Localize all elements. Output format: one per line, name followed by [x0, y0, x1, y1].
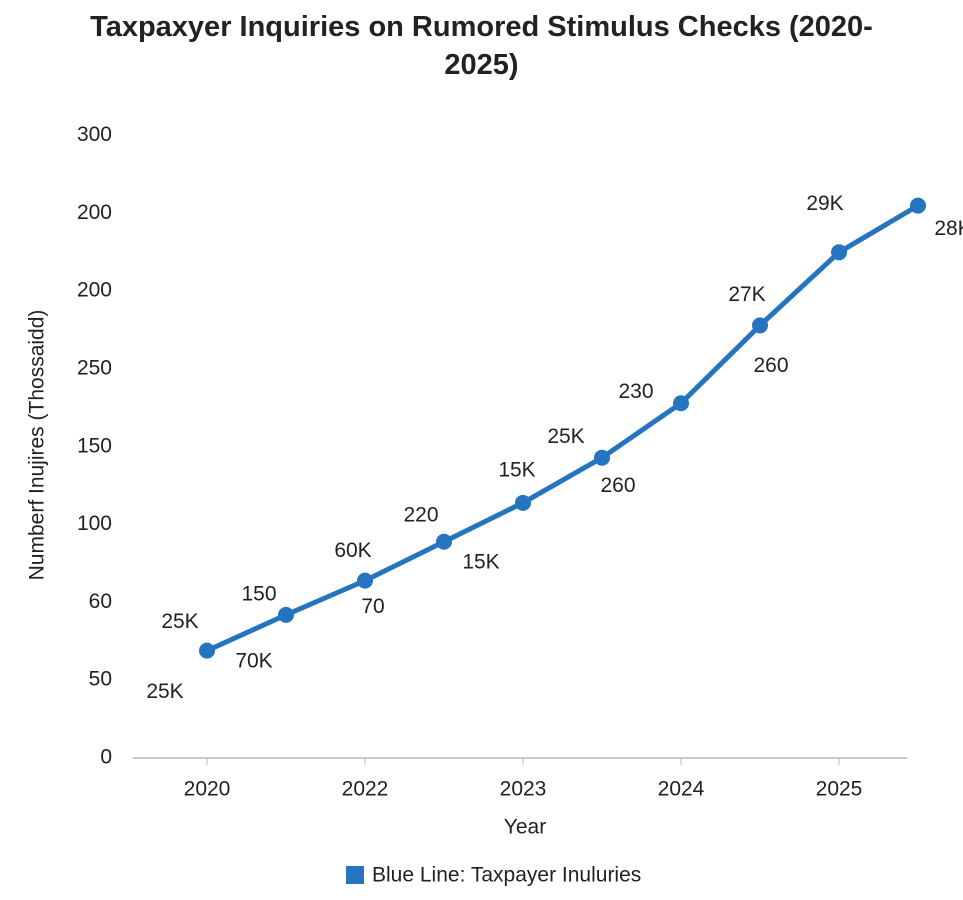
data-point — [278, 606, 294, 623]
y-tick-label: 100 — [77, 512, 112, 535]
point-label: 260 — [753, 354, 788, 377]
y-tick-label: 250 — [77, 357, 112, 380]
data-point — [910, 197, 926, 214]
x-axis-label: Year — [504, 816, 546, 839]
point-label: 29K — [806, 192, 843, 215]
y-tick-label: 60 — [89, 590, 112, 613]
y-tick-label: 300 — [77, 123, 112, 146]
point-label: 70K — [235, 649, 272, 672]
point-label: 220 — [403, 503, 438, 526]
point-label: 70 — [361, 595, 384, 618]
data-point — [752, 317, 768, 334]
y-tick-label: 0 — [100, 746, 112, 769]
point-label: 27K — [728, 283, 765, 306]
y-tick-label: 150 — [77, 434, 112, 457]
y-tick-label: 200 — [77, 279, 112, 302]
data-point — [594, 449, 610, 466]
point-label: 28K — [934, 217, 963, 240]
x-tick-label: 2025 — [816, 778, 863, 801]
data-point — [436, 533, 452, 550]
chart-title: Taxpaxyer Inquiries on Rumored Stimulus … — [90, 11, 873, 81]
point-label: 25K — [146, 680, 183, 703]
data-point — [357, 572, 373, 589]
x-tick-label: 2020 — [184, 778, 231, 801]
data-point — [673, 395, 689, 412]
point-label: 150 — [241, 582, 276, 605]
point-label: 25K — [547, 425, 584, 448]
point-label: 230 — [618, 380, 653, 403]
data-point — [515, 494, 531, 511]
x-tick-label: 2022 — [342, 778, 389, 801]
x-tick-label: 2023 — [500, 778, 547, 801]
y-tick-label: 200 — [77, 201, 112, 224]
y-axis-label: Numberf Inujires (Thossaidd) — [26, 310, 49, 581]
data-line — [205, 203, 920, 653]
legend-label: Blue Line: Taxpayer Inuluries — [372, 864, 641, 887]
data-point — [199, 642, 215, 659]
legend-swatch — [346, 866, 364, 884]
point-label: 15K — [498, 458, 535, 481]
point-label: 60K — [334, 539, 371, 562]
point-label: 25K — [161, 610, 198, 633]
point-label: 15K — [462, 550, 499, 573]
x-tick-label: 2024 — [658, 778, 705, 801]
data-point — [831, 244, 847, 261]
point-label: 260 — [600, 474, 635, 497]
y-tick-label: 50 — [89, 668, 112, 691]
